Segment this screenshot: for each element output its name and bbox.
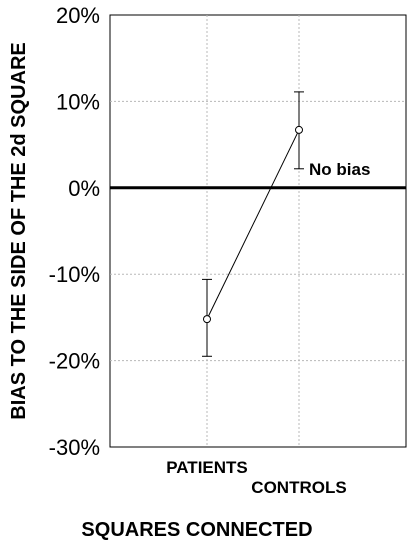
- y-tick-label: -30%: [49, 435, 100, 460]
- data-point: [295, 125, 303, 134]
- y-axis-title: BIAS TO THE SIDE OF THE 2d SQUARE: [8, 42, 30, 419]
- x-category-label: CONTROLS: [251, 478, 346, 497]
- y-tick-label: -10%: [49, 262, 100, 287]
- no-bias-label: No bias: [309, 160, 370, 179]
- grid-lines: [110, 15, 406, 447]
- y-tick-label: 20%: [56, 3, 100, 28]
- y-tick-label: -20%: [49, 349, 100, 374]
- data-series: [202, 91, 304, 357]
- y-tick-label: 10%: [56, 89, 100, 114]
- x-axis-title: SQUARES CONNECTED: [81, 519, 312, 541]
- data-point: [203, 315, 211, 324]
- x-category-label: PATIENTS: [166, 458, 248, 477]
- y-tick-labels: 20% 10% 0% -10% -20% -30%: [49, 3, 100, 460]
- series-line: [206, 129, 300, 320]
- y-tick-label: 0%: [68, 176, 100, 201]
- plot-area: [109, 14, 407, 448]
